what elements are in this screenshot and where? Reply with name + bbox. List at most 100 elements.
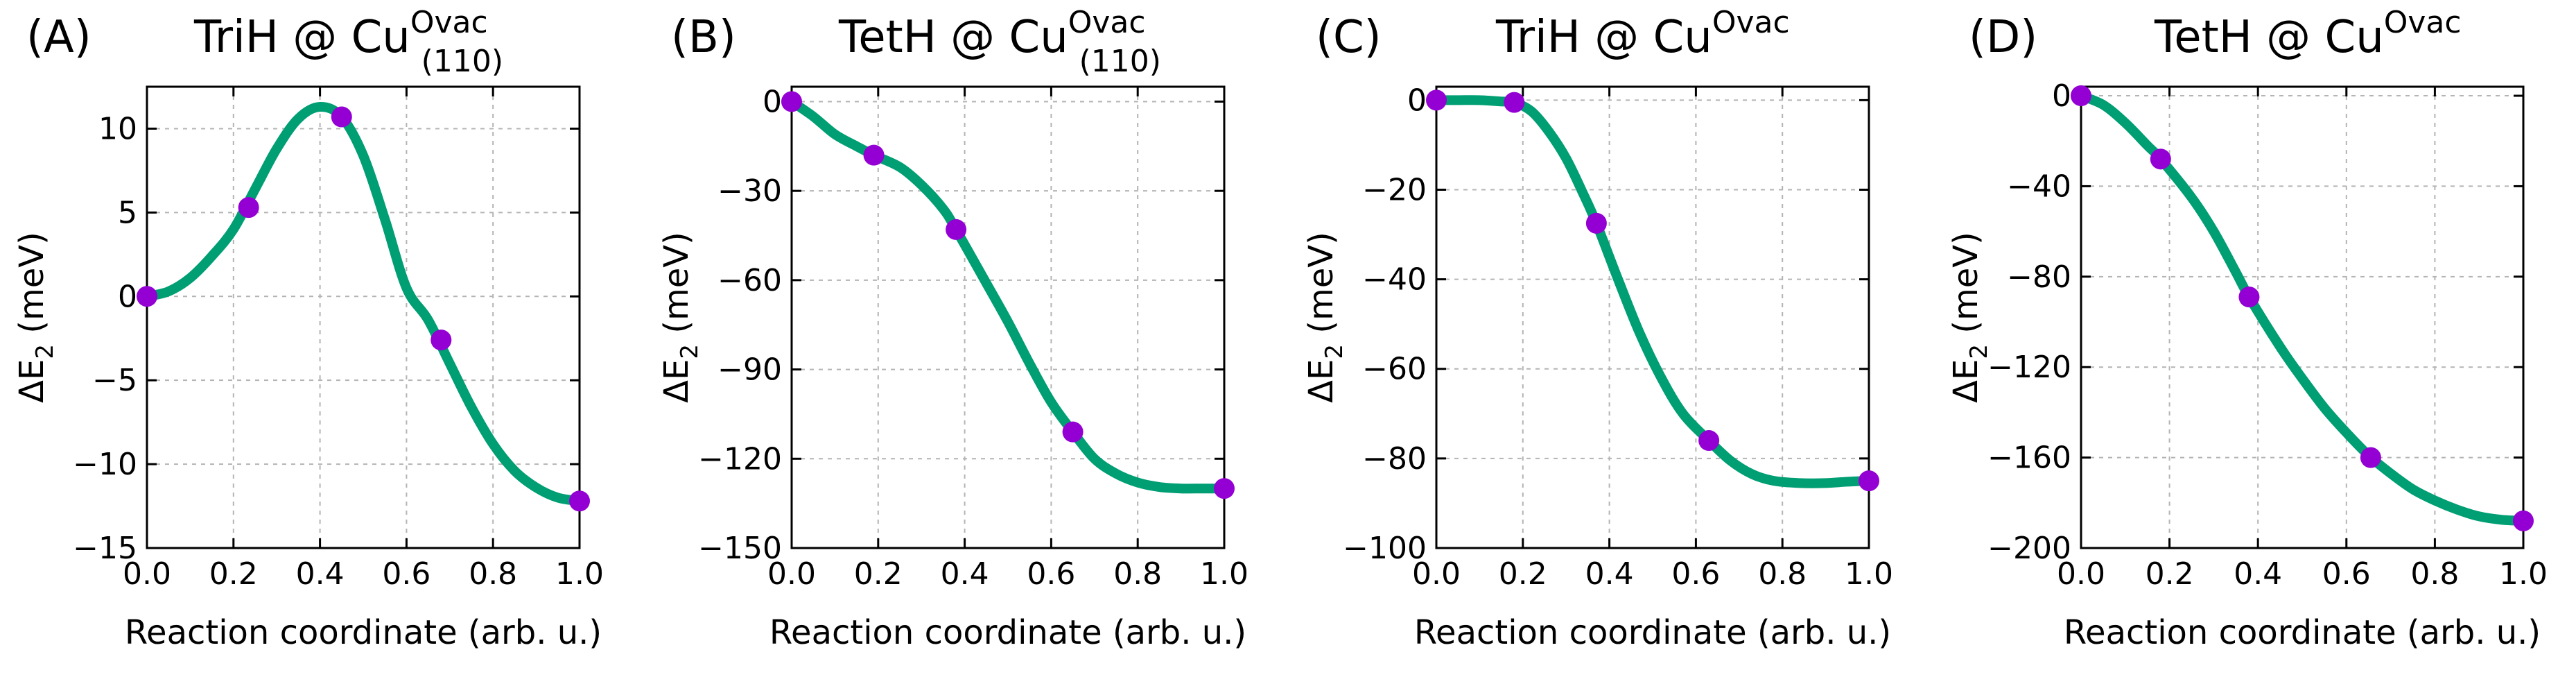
panel-label: (C)	[1316, 12, 1382, 63]
x-tick-label: 0.6	[1671, 556, 1720, 592]
data-point	[1504, 92, 1525, 113]
y-tick-label: −15	[73, 531, 137, 566]
chart-title-sub: (110)	[421, 44, 503, 79]
y-tick-label: −40	[2007, 169, 2071, 204]
x-tick-label: 0.8	[1113, 556, 1162, 592]
y-tick-label: 5	[118, 195, 137, 230]
chart-title-sup: Ovac	[1712, 5, 1790, 40]
data-point	[137, 286, 157, 307]
chart-title: TriH @ CuOvac (110)	[193, 5, 503, 79]
x-tick-label: 0.0	[2057, 556, 2105, 592]
y-tick-label: 0	[118, 279, 137, 314]
chart-title-sub: (110)	[1079, 44, 1161, 79]
chart-panel-4: (D) TetH @ CuOvac 0.0 0.2 0.4 0.6 0.8 1.0 −200 −1…	[1947, 5, 2548, 652]
x-tick-label: 0.4	[2234, 556, 2282, 592]
y-tick-label: 0	[1407, 83, 1427, 118]
x-axis-label: Reaction coordinate (arb. u.)	[769, 613, 1246, 652]
x-tick-label: 0.0	[123, 556, 171, 592]
chart-title-main: TriH @ Cu	[1495, 12, 1712, 63]
plot-frame	[1435, 85, 1870, 549]
x-tick-label: 0.4	[1585, 556, 1634, 592]
plot-frame	[146, 85, 581, 549]
y-tick-label: 10	[98, 111, 137, 146]
data-point	[863, 144, 885, 166]
y-tick-label: −120	[1987, 350, 2071, 385]
chart-title-main: TriH @ Cu	[193, 12, 410, 63]
y-tick-label: −10	[73, 447, 137, 482]
x-tick-label: 1.0	[1845, 556, 1893, 592]
y-tick-label: −160	[1987, 440, 2071, 476]
y-axis-label-suffix: (meV)	[1947, 232, 1985, 344]
panel-label: (D)	[1969, 12, 2037, 63]
series-curve	[1431, 95, 1874, 488]
x-tick-label: 0.8	[2410, 556, 2459, 592]
x-tick-label: 0.2	[854, 556, 903, 592]
y-axis-label-sub: 2	[1965, 344, 1993, 359]
data-point	[238, 197, 259, 219]
y-axis-label: ΔE2 (meV)	[657, 232, 704, 403]
y-tick-label: −80	[1362, 441, 1427, 477]
y-tick-label: −5	[92, 363, 137, 398]
plot-frame	[790, 85, 1226, 549]
chart-title-sup: Ovac	[2384, 5, 2462, 40]
data-point	[946, 219, 967, 240]
x-tick-label: 0.4	[941, 556, 989, 592]
data-point	[1214, 478, 1235, 499]
x-axis-label: Reaction coordinate (arb. u.)	[2064, 613, 2541, 652]
data-point	[1698, 430, 1720, 452]
y-axis-label: ΔE2 (meV)	[12, 232, 59, 403]
data-point	[2238, 286, 2260, 308]
data-point	[331, 106, 352, 128]
chart-title: TetH @ CuOvac (110)	[838, 5, 1161, 79]
y-tick-label: −90	[717, 352, 782, 388]
panel-label: (A)	[26, 12, 92, 63]
x-axis-label: Reaction coordinate (arb. u.)	[1414, 613, 1891, 652]
x-tick-label: 0.0	[1412, 556, 1461, 592]
y-tick-label: −30	[717, 173, 782, 209]
data-point	[430, 330, 452, 351]
chart-title: TriH @ CuOvac	[1495, 5, 1790, 63]
y-tick-label: −40	[1362, 262, 1427, 298]
x-tick-label: 0.8	[1758, 556, 1807, 592]
x-tick-label: 0.2	[209, 556, 258, 592]
series-curve	[142, 102, 584, 506]
chart-title-sup: Ovac	[1068, 5, 1146, 40]
plot-frame	[2080, 85, 2525, 549]
x-tick-label: 0.6	[2322, 556, 2371, 592]
series-curve	[2076, 91, 2528, 526]
y-tick-label: −20	[1362, 172, 1427, 207]
y-axis-label-sub: 2	[676, 344, 704, 359]
data-point	[1859, 470, 1879, 492]
y-tick-label: 0	[763, 84, 782, 119]
y-tick-label: −60	[1362, 352, 1427, 387]
y-axis-label-prefix: ΔE	[12, 359, 51, 403]
x-tick-label: 0.0	[767, 556, 816, 592]
y-axis-label-sub: 2	[31, 344, 59, 359]
y-tick-label: 0	[2052, 78, 2071, 114]
data-point	[1426, 89, 1447, 111]
data-point	[569, 490, 590, 512]
y-axis-label-sub: 2	[1321, 344, 1348, 359]
chart-panel-3: (C) TriH @ CuOvac 0.0 0.2 0.4 0.6 0.8 1.0 −100 −8…	[1302, 5, 1893, 652]
data-point	[781, 91, 802, 112]
x-tick-label: 1.0	[555, 556, 604, 592]
y-tick-label: −150	[698, 531, 782, 566]
data-point	[2513, 510, 2534, 531]
y-tick-label: −80	[2007, 259, 2071, 295]
chart-panel-2: (B) TetH @ CuOvac (110) 0.0 0.2 0.4 0.6 0.8 1.0 −…	[657, 5, 1248, 652]
y-axis-label-prefix: ΔE	[1302, 359, 1341, 403]
x-tick-label: 0.8	[469, 556, 517, 592]
chart-title-sup: Ovac	[410, 5, 488, 40]
x-tick-label: 0.4	[296, 556, 345, 592]
data-point	[2071, 85, 2091, 107]
data-point	[1585, 212, 1607, 234]
y-tick-label: −120	[698, 441, 782, 477]
x-tick-label: 0.2	[2146, 556, 2194, 592]
y-tick-label: −60	[717, 263, 782, 298]
data-point	[2360, 447, 2381, 468]
data-point	[2150, 148, 2171, 170]
panel-label: (B)	[671, 12, 736, 63]
x-tick-label: 0.6	[382, 556, 430, 592]
data-point	[1062, 421, 1084, 443]
